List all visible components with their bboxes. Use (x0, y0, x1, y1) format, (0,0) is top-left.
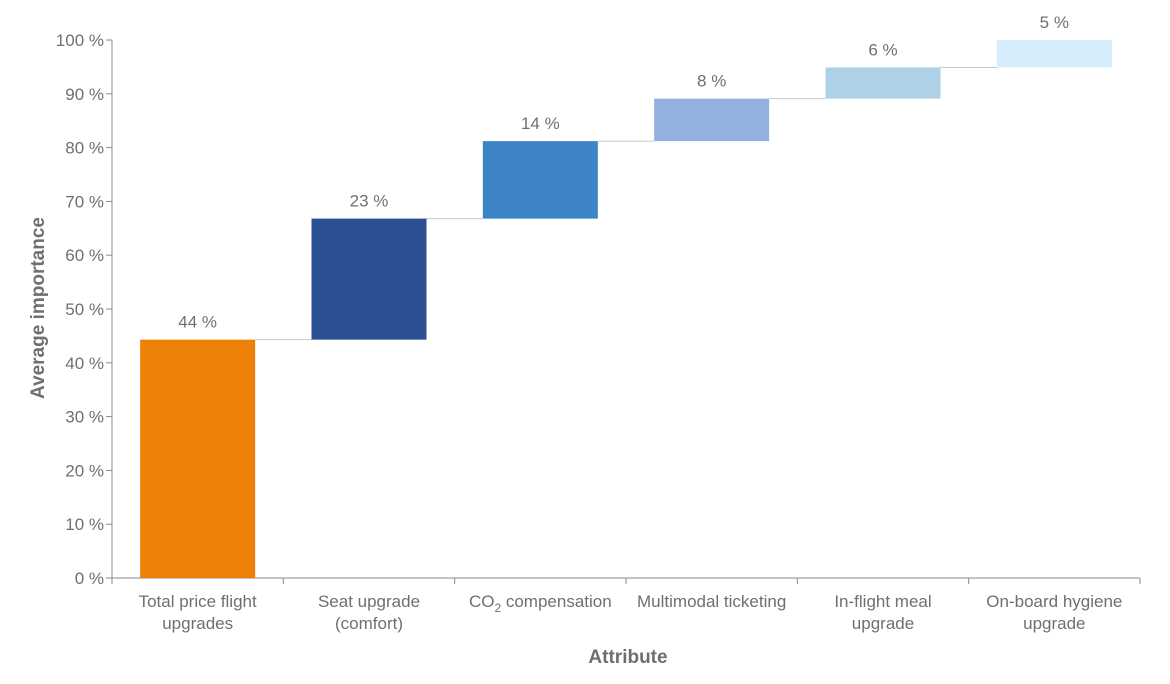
connector-lines (255, 66, 997, 341)
y-axis-title: Average importance (28, 217, 49, 399)
y-tick-label: 20 % (65, 461, 104, 480)
bar (311, 218, 427, 340)
y-tick-label: 50 % (65, 300, 104, 319)
y-tick-label: 30 % (65, 408, 104, 427)
bars (140, 40, 1112, 578)
y-tick-label: 90 % (65, 85, 104, 104)
y-tick-label: 70 % (65, 192, 104, 211)
x-axis-title: Attribute (588, 647, 667, 668)
category-labels: Total price flight upgrades Seat upgrade (c… (139, 592, 1123, 633)
data-label: 44 % (178, 313, 217, 332)
data-label: 8 % (697, 72, 726, 91)
bar (825, 67, 941, 99)
y-tick-label: 60 % (65, 246, 104, 265)
y-tick-label: 10 % (65, 515, 104, 534)
category-label: On-board hygiene upgrade (986, 592, 1122, 633)
bar (996, 40, 1112, 68)
data-label: 5 % (1040, 13, 1069, 32)
y-axis: 0 % 10 % 20 % 30 % 40 % 50 % 60 % 70 % 80 % 90 % 1… (56, 31, 113, 588)
bar (654, 98, 770, 142)
category-label: Total price flight upgrades (139, 592, 257, 633)
category-label: Seat upgrade (comfort) (318, 592, 420, 633)
data-label: 14 % (521, 114, 560, 133)
y-tick-label: 80 % (65, 139, 104, 158)
y-tick-label: 100 % (56, 31, 104, 50)
data-labels: 44 % 23 % 14 % 8 % 6 % 5 % (178, 13, 1069, 332)
y-tick-label: 0 % (75, 569, 104, 588)
y-tick-label: 40 % (65, 354, 104, 373)
bar (140, 339, 256, 578)
bar (482, 141, 598, 219)
category-label: CO2 compensation (469, 592, 612, 615)
data-label: 6 % (868, 40, 897, 59)
x-axis (111, 577, 1141, 584)
data-label: 23 % (350, 192, 389, 211)
category-label: Multimodal ticketing (637, 592, 786, 611)
category-label: In-flight meal upgrade (834, 592, 931, 633)
